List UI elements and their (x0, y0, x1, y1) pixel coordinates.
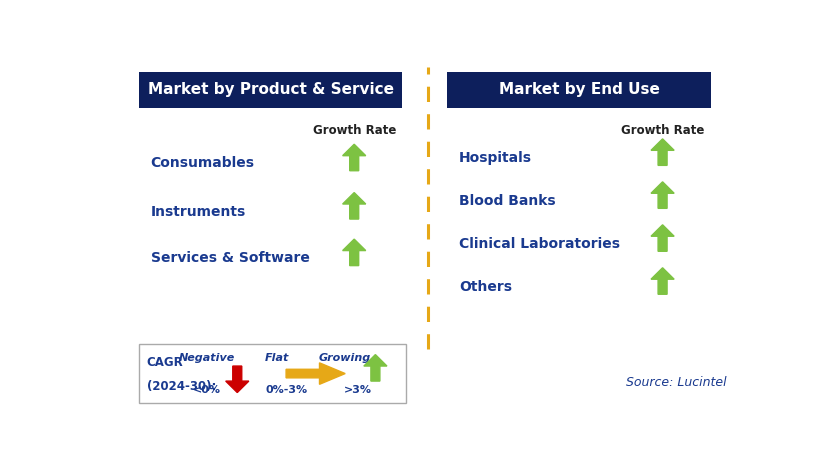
Text: Source: Lucintel: Source: Lucintel (625, 376, 726, 389)
Text: Services & Software: Services & Software (151, 251, 309, 265)
Text: Growth Rate: Growth Rate (312, 125, 396, 138)
Text: Negative: Negative (178, 353, 234, 363)
Text: CAGR: CAGR (147, 357, 183, 369)
Text: Hospitals: Hospitals (459, 151, 532, 165)
Polygon shape (342, 239, 365, 266)
Polygon shape (342, 193, 365, 219)
Text: <0%: <0% (192, 385, 220, 395)
Polygon shape (650, 182, 673, 208)
Polygon shape (363, 355, 387, 381)
FancyBboxPatch shape (447, 72, 710, 108)
Polygon shape (650, 139, 673, 166)
Text: 0%-3%: 0%-3% (265, 385, 307, 395)
Text: Blood Banks: Blood Banks (459, 194, 555, 208)
Polygon shape (342, 144, 365, 171)
FancyBboxPatch shape (139, 72, 402, 108)
Polygon shape (650, 268, 673, 294)
Text: Growth Rate: Growth Rate (620, 125, 704, 138)
Text: Consumables: Consumables (151, 156, 254, 170)
Text: Market by Product & Service: Market by Product & Service (147, 82, 393, 97)
Text: Clinical Laboratories: Clinical Laboratories (459, 237, 619, 251)
Text: Others: Others (459, 280, 512, 294)
Text: Market by End Use: Market by End Use (498, 82, 659, 97)
Text: Instruments: Instruments (151, 205, 245, 219)
FancyBboxPatch shape (139, 344, 405, 403)
Text: (2024-30):: (2024-30): (147, 380, 216, 393)
Text: Growing: Growing (318, 353, 370, 363)
Polygon shape (286, 363, 344, 384)
Polygon shape (650, 225, 673, 251)
Polygon shape (225, 366, 248, 392)
Text: Flat: Flat (265, 353, 289, 363)
Text: >3%: >3% (343, 385, 371, 395)
